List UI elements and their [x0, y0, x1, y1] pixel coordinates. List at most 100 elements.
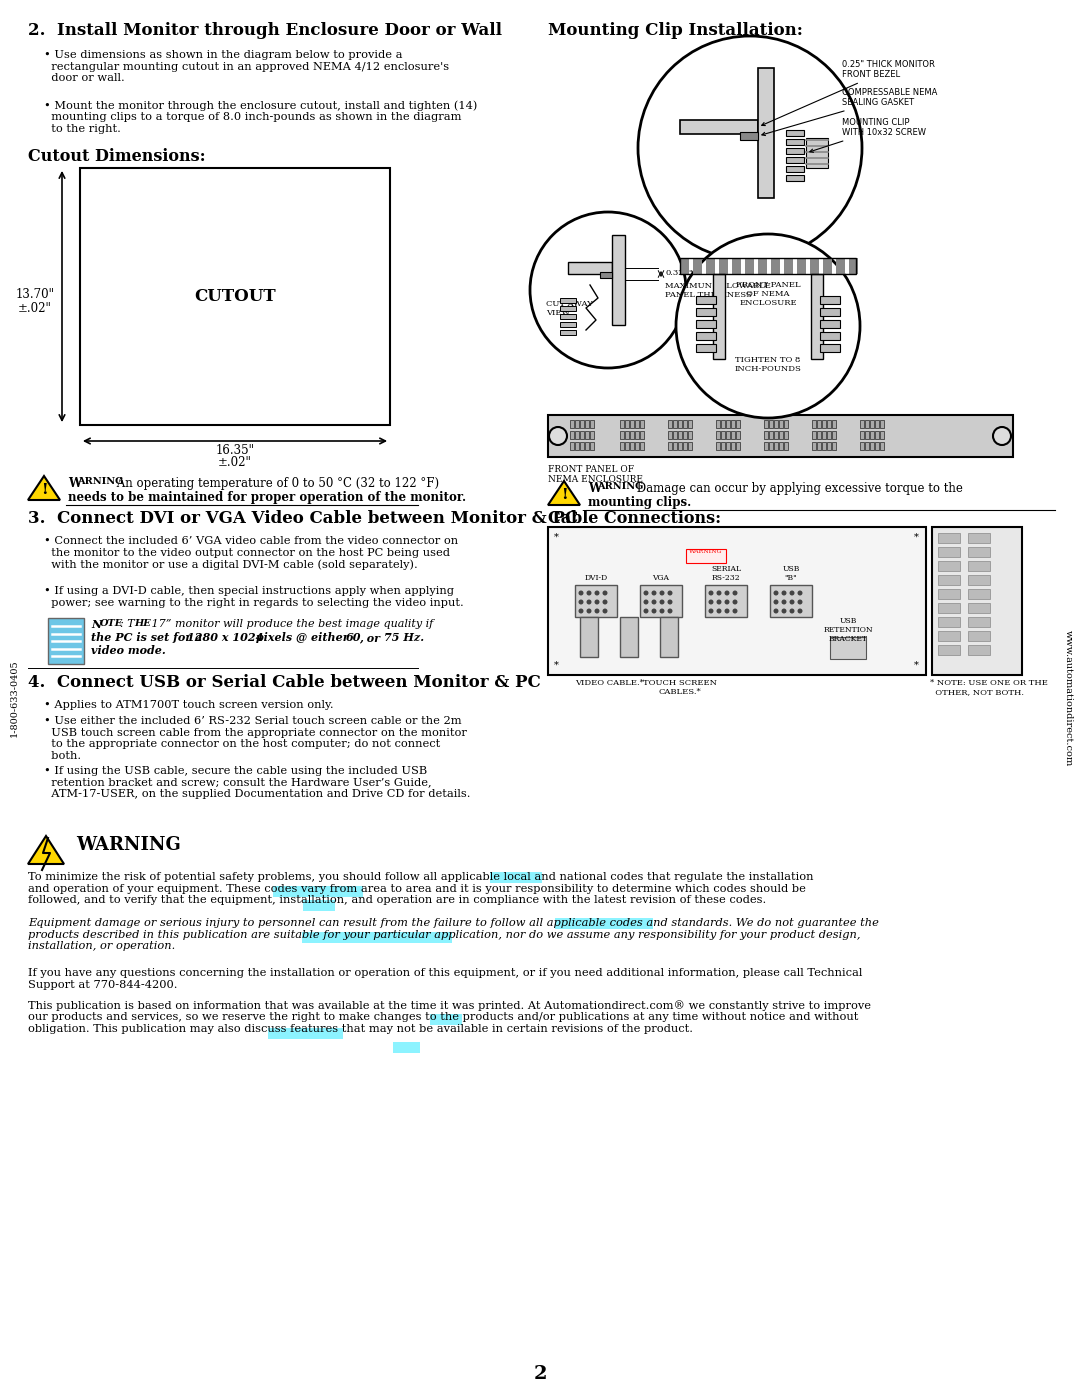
Bar — [721, 441, 725, 450]
Bar — [640, 441, 644, 450]
Bar — [764, 420, 768, 427]
Bar — [630, 441, 634, 450]
Circle shape — [725, 591, 729, 595]
Circle shape — [586, 609, 592, 613]
Circle shape — [716, 599, 721, 605]
Bar — [870, 441, 874, 450]
Text: MOUNTING CLIP
WITH 10x32 SCREW: MOUNTING CLIP WITH 10x32 SCREW — [810, 117, 926, 152]
Bar — [827, 441, 831, 450]
Bar — [779, 420, 783, 427]
Bar — [823, 258, 832, 274]
Bar — [860, 432, 864, 439]
Bar — [774, 420, 778, 427]
Bar — [968, 617, 990, 627]
Circle shape — [638, 36, 862, 260]
Circle shape — [530, 212, 686, 367]
Bar — [784, 258, 793, 274]
Circle shape — [993, 427, 1011, 446]
Bar — [774, 432, 778, 439]
Bar — [80, 168, 390, 425]
Text: 4.  Connect USB or Serial Cable between Monitor & PC: 4. Connect USB or Serial Cable between M… — [28, 673, 541, 692]
Circle shape — [579, 599, 583, 605]
Bar — [678, 441, 681, 450]
Bar — [827, 432, 831, 439]
Text: 2.  Install Monitor through Enclosure Door or Wall: 2. Install Monitor through Enclosure Doo… — [28, 22, 502, 39]
Bar — [620, 441, 624, 450]
Bar — [811, 274, 823, 359]
Bar — [706, 258, 715, 274]
Bar — [580, 441, 584, 450]
Bar — [870, 420, 874, 427]
Bar — [640, 585, 681, 617]
Bar — [769, 441, 773, 450]
Bar — [932, 527, 1022, 675]
Bar — [635, 432, 639, 439]
Polygon shape — [548, 481, 580, 504]
Circle shape — [651, 599, 657, 605]
Bar — [680, 120, 758, 134]
Bar — [570, 441, 573, 450]
Bar — [880, 420, 885, 427]
Text: SERIAL
RS-232: SERIAL RS-232 — [711, 564, 741, 583]
Bar — [561, 321, 576, 327]
Circle shape — [667, 599, 673, 605]
Bar — [635, 441, 639, 450]
Circle shape — [660, 591, 664, 595]
Bar — [939, 645, 960, 655]
Bar — [774, 441, 778, 450]
Bar — [575, 420, 579, 427]
Bar — [48, 617, 84, 664]
Circle shape — [644, 609, 648, 613]
Bar — [939, 548, 960, 557]
Bar — [696, 344, 716, 352]
Bar — [568, 263, 612, 274]
Circle shape — [594, 591, 599, 595]
Bar — [585, 441, 589, 450]
Circle shape — [782, 609, 786, 613]
Bar — [820, 296, 840, 305]
Bar — [836, 258, 845, 274]
Text: N: N — [91, 619, 102, 630]
Text: Cable Connections:: Cable Connections: — [548, 510, 721, 527]
Text: the PC is set for a: the PC is set for a — [91, 631, 206, 643]
Bar — [669, 441, 672, 450]
Bar — [832, 441, 836, 450]
Bar — [590, 432, 594, 439]
Circle shape — [732, 591, 738, 595]
Bar — [590, 441, 594, 450]
Bar — [865, 432, 869, 439]
Text: VIDEO CABLE.*: VIDEO CABLE.* — [575, 679, 644, 687]
Bar — [810, 258, 819, 274]
Bar — [273, 886, 363, 897]
Circle shape — [579, 591, 583, 595]
Bar — [620, 420, 624, 427]
Circle shape — [725, 609, 729, 613]
Text: Damage can occur by applying excessive torque to the: Damage can occur by applying excessive t… — [633, 482, 963, 495]
Bar — [678, 432, 681, 439]
Text: FRONT PANEL
OF NEMA
ENCLOSURE: FRONT PANEL OF NEMA ENCLOSURE — [735, 281, 800, 307]
Text: 17” monitor will produce the best image quality if: 17” monitor will produce the best image … — [148, 619, 433, 629]
Bar — [784, 441, 788, 450]
Bar — [570, 420, 573, 427]
Bar — [816, 441, 821, 450]
Bar — [820, 344, 840, 352]
Bar — [303, 900, 335, 911]
Bar — [580, 432, 584, 439]
Bar — [880, 441, 885, 450]
Bar — [735, 441, 740, 450]
Bar — [812, 441, 816, 450]
Bar — [812, 432, 816, 439]
Circle shape — [549, 427, 567, 446]
Text: *: * — [554, 534, 558, 542]
Bar — [686, 549, 726, 563]
Bar — [875, 432, 879, 439]
Bar — [620, 432, 624, 439]
Text: Equipment damage or serious injury to personnel can result from the failure to f: Equipment damage or serious injury to pe… — [28, 918, 879, 951]
Text: TIGHTEN TO 8
INCH-POUNDS: TIGHTEN TO 8 INCH-POUNDS — [734, 356, 801, 373]
Bar — [688, 420, 692, 427]
Bar — [548, 415, 1013, 457]
Bar — [713, 274, 725, 359]
Text: 3.  Connect DVI or VGA Video Cable between Monitor & PC: 3. Connect DVI or VGA Video Cable betwee… — [28, 510, 578, 527]
Text: !: ! — [41, 483, 48, 497]
Bar — [822, 432, 826, 439]
